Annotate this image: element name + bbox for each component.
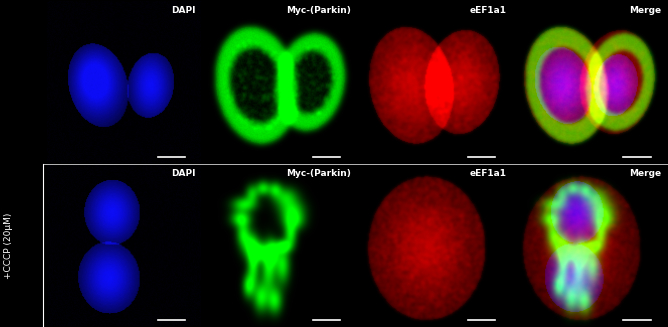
- Text: DAPI: DAPI: [172, 169, 196, 178]
- Text: DAPI: DAPI: [172, 6, 196, 15]
- Text: eEF1a1: eEF1a1: [469, 6, 506, 15]
- Text: Merge: Merge: [629, 6, 661, 15]
- Text: Merge: Merge: [629, 169, 661, 178]
- Text: Myc-(Parkin): Myc-(Parkin): [286, 6, 351, 15]
- Text: +CCCP (20μM): +CCCP (20μM): [4, 212, 13, 279]
- Text: eEF1a1: eEF1a1: [469, 169, 506, 178]
- Text: Myc-(Parkin): Myc-(Parkin): [286, 169, 351, 178]
